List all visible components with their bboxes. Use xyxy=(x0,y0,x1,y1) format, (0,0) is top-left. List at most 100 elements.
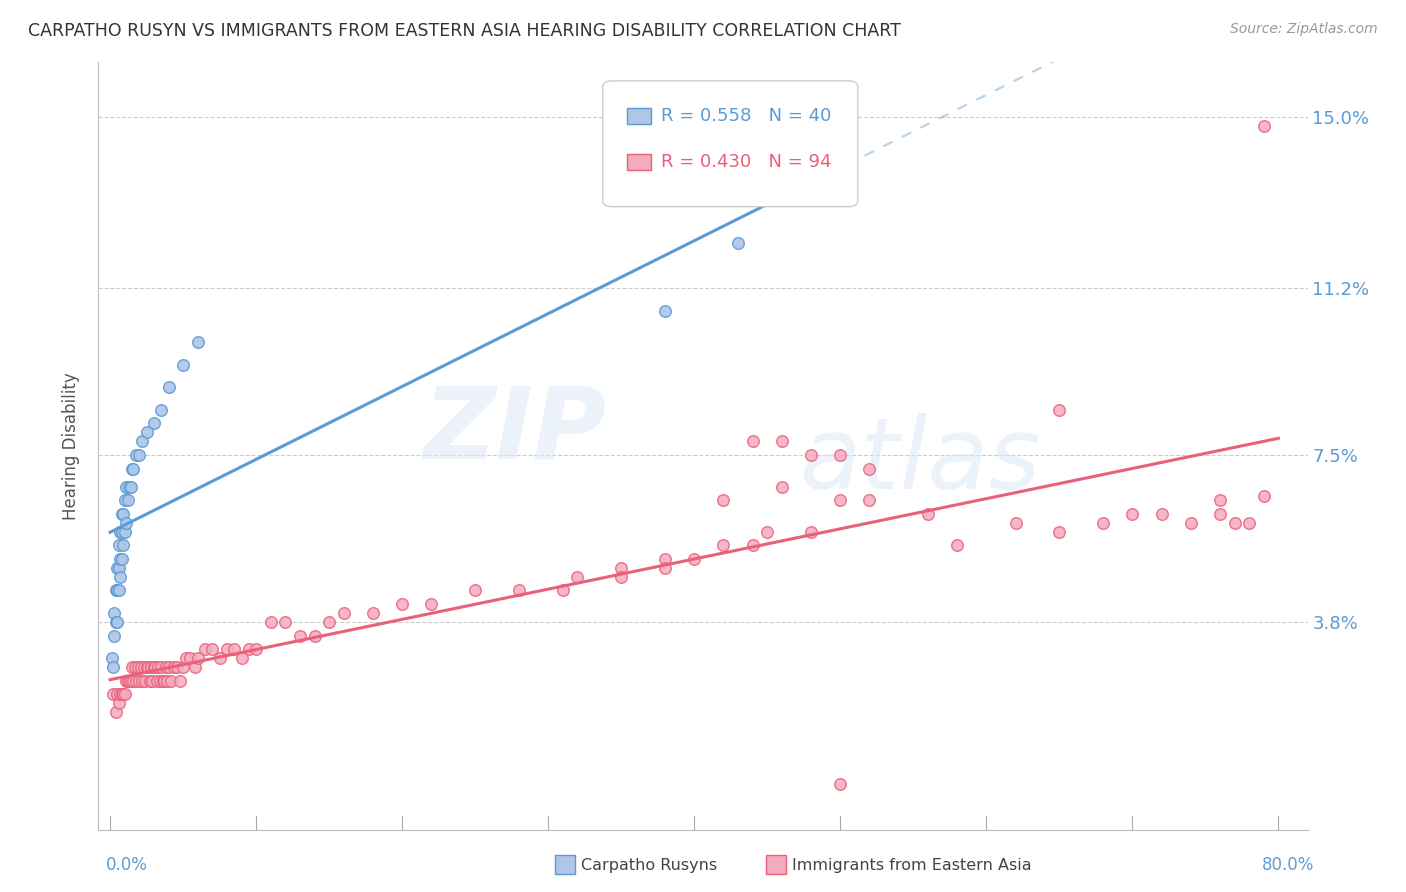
Text: 80.0%: 80.0% xyxy=(1263,856,1315,874)
Point xyxy=(756,524,779,539)
Point xyxy=(121,461,143,475)
Point xyxy=(215,642,238,657)
Point xyxy=(683,551,706,566)
Point xyxy=(654,561,676,575)
Point xyxy=(117,673,139,688)
Point xyxy=(858,461,880,475)
Point xyxy=(917,507,939,521)
Point xyxy=(112,538,135,552)
Point xyxy=(121,660,143,674)
Point xyxy=(318,615,340,629)
Point xyxy=(134,673,156,688)
Point xyxy=(858,493,880,508)
Point xyxy=(111,687,134,701)
Point xyxy=(153,673,176,688)
Point xyxy=(830,448,852,462)
Point xyxy=(146,673,169,688)
Text: Immigrants from Eastern Asia: Immigrants from Eastern Asia xyxy=(792,858,1031,872)
Point xyxy=(110,551,132,566)
Point xyxy=(1121,507,1143,521)
Point xyxy=(800,524,823,539)
Point xyxy=(111,551,134,566)
Text: Carpatho Rusyns: Carpatho Rusyns xyxy=(581,858,717,872)
Point xyxy=(111,524,134,539)
Point xyxy=(115,673,138,688)
Point xyxy=(1223,516,1246,530)
Point xyxy=(101,660,124,674)
Y-axis label: Hearing Disability: Hearing Disability xyxy=(62,372,80,520)
Point xyxy=(224,642,246,657)
Point xyxy=(115,480,138,494)
Point xyxy=(110,524,132,539)
Point xyxy=(1180,516,1202,530)
Point xyxy=(194,642,217,657)
Point xyxy=(148,660,170,674)
Point xyxy=(800,448,823,462)
Point xyxy=(135,660,157,674)
Point xyxy=(1253,489,1275,503)
Point xyxy=(1004,516,1026,530)
Point xyxy=(150,660,173,674)
Text: CARPATHO RUSYN VS IMMIGRANTS FROM EASTERN ASIA HEARING DISABILITY CORRELATION CH: CARPATHO RUSYN VS IMMIGRANTS FROM EASTER… xyxy=(28,22,901,40)
Point xyxy=(172,358,194,372)
Point xyxy=(713,538,735,552)
Point xyxy=(157,660,180,674)
FancyBboxPatch shape xyxy=(603,81,858,207)
Point xyxy=(135,425,157,440)
Point xyxy=(274,615,297,629)
Point xyxy=(1209,507,1232,521)
Point xyxy=(361,606,384,620)
Point xyxy=(110,687,132,701)
Point xyxy=(108,696,131,710)
Point xyxy=(508,583,530,598)
Point xyxy=(139,660,162,674)
Point xyxy=(260,615,283,629)
Point xyxy=(107,561,129,575)
Point xyxy=(208,651,231,665)
FancyBboxPatch shape xyxy=(627,154,651,169)
Point xyxy=(120,480,142,494)
Point xyxy=(100,651,122,665)
Point xyxy=(1047,524,1070,539)
Point xyxy=(104,705,127,719)
Point xyxy=(1150,507,1173,521)
Point xyxy=(128,448,150,462)
Point xyxy=(107,615,129,629)
Point xyxy=(464,583,486,598)
Point xyxy=(163,660,186,674)
Point xyxy=(131,673,153,688)
Point xyxy=(111,507,134,521)
Point xyxy=(332,606,354,620)
Point xyxy=(108,538,131,552)
Point xyxy=(120,673,142,688)
Point xyxy=(770,480,793,494)
Point xyxy=(741,538,763,552)
Point xyxy=(131,434,153,449)
Point xyxy=(156,673,179,688)
Point xyxy=(117,493,139,508)
Point xyxy=(304,628,326,642)
Point xyxy=(142,660,165,674)
Point xyxy=(420,597,443,611)
Text: R = 0.430   N = 94: R = 0.430 N = 94 xyxy=(661,153,831,171)
Point xyxy=(551,583,574,598)
Point xyxy=(741,434,763,449)
Text: ZIP: ZIP xyxy=(423,382,606,479)
Point xyxy=(122,461,145,475)
Point xyxy=(1237,516,1260,530)
Point xyxy=(770,434,793,449)
Text: atlas: atlas xyxy=(800,413,1042,510)
Point xyxy=(1253,119,1275,133)
Point xyxy=(127,660,149,674)
Point xyxy=(713,493,735,508)
Point xyxy=(201,642,224,657)
Point xyxy=(125,673,148,688)
Point xyxy=(150,403,173,417)
Point xyxy=(152,673,174,688)
Point xyxy=(108,583,131,598)
Point xyxy=(114,493,136,508)
Text: 0.0%: 0.0% xyxy=(105,856,148,874)
Point xyxy=(125,448,148,462)
Point xyxy=(149,673,172,688)
Point xyxy=(727,235,749,250)
